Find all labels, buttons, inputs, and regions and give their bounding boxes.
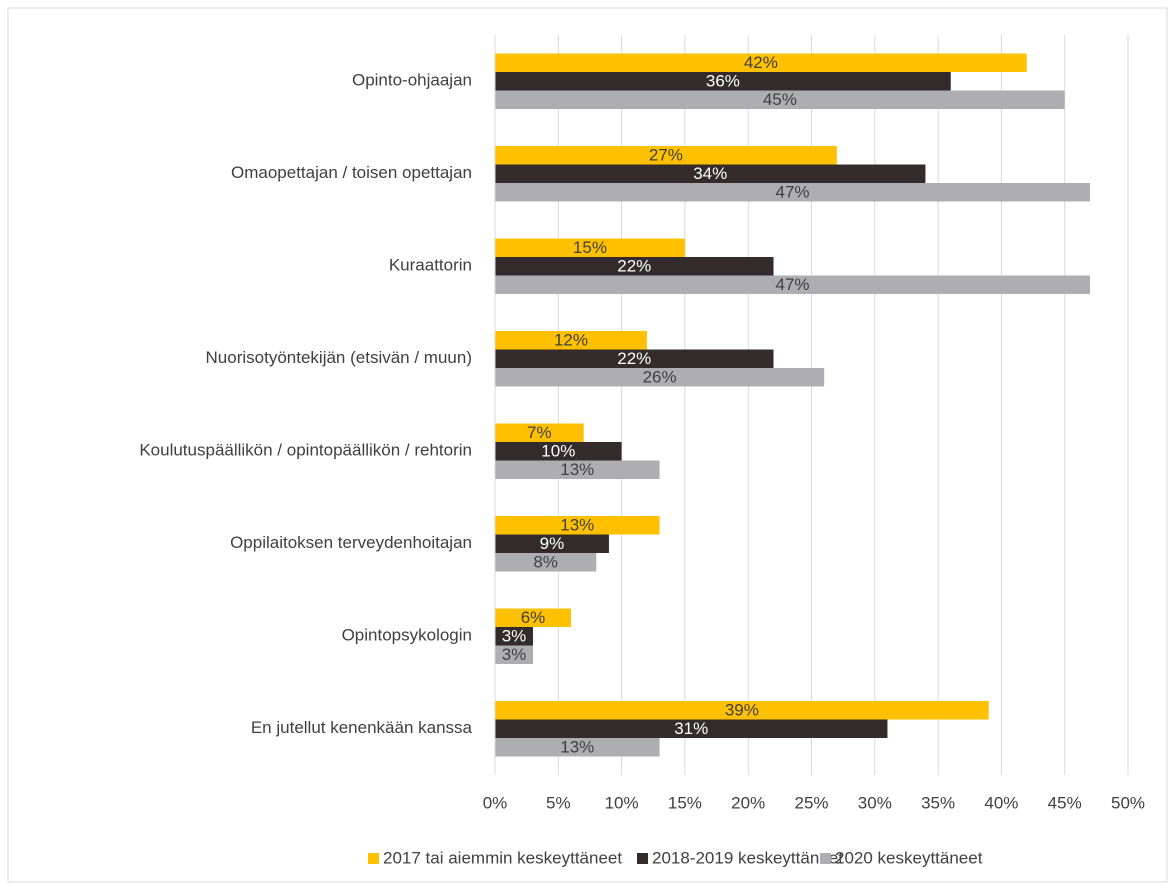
x-tick-label: 50% — [1111, 793, 1145, 812]
legend-label: 2017 tai aiemmin keskeyttäneet — [383, 848, 622, 867]
x-tick-label: 0% — [483, 793, 508, 812]
value-label: 36% — [706, 72, 740, 91]
category-label: Kuraattorin — [389, 256, 472, 275]
bar — [495, 238, 685, 257]
bar — [495, 442, 622, 461]
category-label: En jutellut kenenkään kanssa — [251, 718, 473, 737]
bar — [495, 257, 774, 276]
value-label: 22% — [617, 257, 651, 276]
value-label: 13% — [560, 738, 594, 757]
value-label: 47% — [775, 183, 809, 202]
value-label: 22% — [617, 349, 651, 368]
value-label: 7% — [527, 423, 552, 442]
bar — [495, 738, 660, 757]
value-label: 47% — [775, 275, 809, 294]
x-tick-label: 10% — [605, 793, 639, 812]
value-label: 6% — [521, 608, 546, 627]
bar — [495, 183, 1091, 202]
bar — [495, 90, 1065, 109]
bar — [495, 72, 951, 91]
legend-swatch — [637, 853, 648, 864]
value-label: 12% — [554, 331, 588, 350]
bar — [495, 349, 774, 368]
legend-label: 2018-2019 keskeyttäneet — [652, 848, 843, 867]
bar — [495, 368, 825, 387]
x-tick-label: 20% — [731, 793, 765, 812]
x-tick-label: 40% — [984, 793, 1018, 812]
x-tick-label: 25% — [794, 793, 828, 812]
category-label: Koulutuspäällikön / opintopäällikön / re… — [139, 441, 472, 460]
value-label: 26% — [643, 368, 677, 387]
bar — [495, 146, 837, 165]
value-label: 39% — [725, 701, 759, 720]
value-label: 13% — [560, 460, 594, 479]
bar — [495, 608, 571, 627]
category-label: Oppilaitoksen terveydenhoitajan — [230, 533, 472, 552]
bar — [495, 553, 597, 572]
value-label: 9% — [540, 534, 565, 553]
x-tick-label: 15% — [668, 793, 702, 812]
value-label: 27% — [649, 146, 683, 165]
x-tick-label: 45% — [1048, 793, 1082, 812]
legend-swatch — [820, 853, 831, 864]
bar — [495, 701, 989, 720]
bar — [495, 423, 584, 442]
bar — [495, 534, 609, 553]
bar — [495, 53, 1027, 72]
value-label: 10% — [541, 442, 575, 461]
category-label: Nuorisotyöntekijän (etsivän / muun) — [206, 348, 472, 367]
value-label: 34% — [693, 164, 727, 183]
legend-label: 2020 keskeyttäneet — [835, 848, 983, 867]
value-label: 15% — [573, 238, 607, 257]
category-label: Opinto-ohjaajan — [352, 71, 472, 90]
value-label: 8% — [533, 553, 558, 572]
bar — [495, 275, 1091, 294]
bar — [495, 719, 888, 738]
bar — [495, 645, 533, 664]
x-tick-label: 35% — [921, 793, 955, 812]
value-label: 3% — [502, 627, 527, 646]
x-tick-label: 30% — [858, 793, 892, 812]
value-label: 3% — [502, 645, 527, 664]
bar — [495, 627, 533, 646]
legend-swatch — [368, 853, 379, 864]
x-tick-label: 5% — [546, 793, 571, 812]
value-label: 45% — [763, 90, 797, 109]
category-label: Omaopettajan / toisen opettajan — [231, 163, 472, 182]
bar — [495, 164, 926, 183]
value-label: 42% — [744, 53, 778, 72]
bar — [495, 516, 660, 535]
bar — [495, 460, 660, 479]
value-label: 13% — [560, 516, 594, 535]
bar — [495, 331, 647, 350]
value-label: 31% — [674, 719, 708, 738]
category-label: Opintopsykologin — [342, 626, 472, 645]
